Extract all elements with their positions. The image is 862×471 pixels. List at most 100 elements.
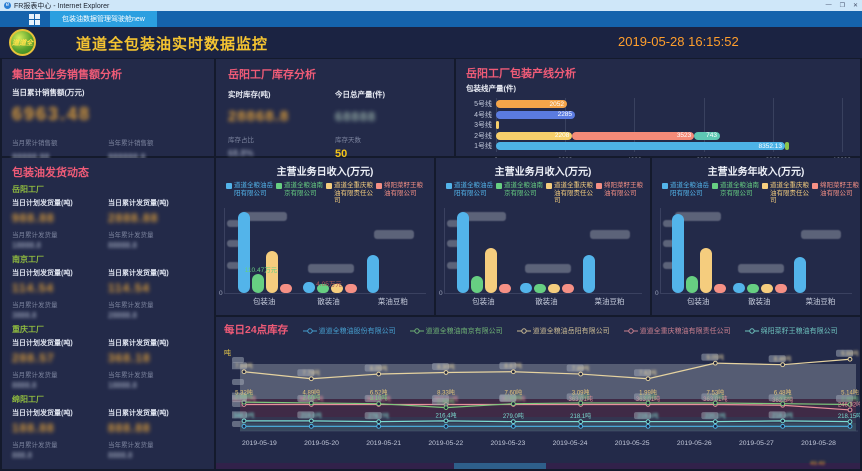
- legend-item[interactable]: 道道全重庆粮油有限责任公司: [623, 324, 731, 337]
- svg-text:2.60吨: 2.60吨: [639, 393, 657, 401]
- sales-main-value: 6963.48: [12, 104, 92, 124]
- legend-label: 道道全粮油南京有限公司: [425, 327, 503, 335]
- today-output-label: 今日总产量(件): [335, 90, 385, 99]
- svg-text:7.53吨: 7.53吨: [706, 388, 724, 396]
- bar-segment: 743: [694, 131, 720, 140]
- month-total-label: 当月累计发货量: [12, 372, 58, 379]
- day-total-value: 114.54: [108, 281, 151, 295]
- stock-days-link[interactable]: 50: [335, 148, 348, 160]
- income-bar: [366, 254, 379, 293]
- legend-item[interactable]: 道道全粮油南京有限公司: [496, 182, 546, 205]
- income-day-plot: 0 110.47万元 4.05万元: [219, 207, 426, 297]
- svg-text:7.89吨: 7.89吨: [572, 365, 590, 373]
- income-month-plot: 0: [439, 207, 642, 297]
- panel-income-month: 主营业务月收入(万元) 道道全粮油岳阳有限公司 道道全粮油南京有限公司 道道全重…: [436, 158, 650, 315]
- income-bar: [344, 283, 357, 293]
- x-date-label: 2019-05-26: [676, 440, 712, 447]
- grid-menu-icon[interactable]: [29, 14, 40, 25]
- panel-production-lines: 岳阳工厂包装产线分析 包装线产量(件) 02000400060008000100…: [456, 59, 860, 164]
- x-date-label: 2019-05-27: [739, 440, 774, 447]
- factory-name: 南京工厂: [12, 255, 44, 264]
- svg-text:4.89吨: 4.89吨: [302, 388, 320, 396]
- legend-swatch-icon: [712, 183, 718, 189]
- x-category-label: 散装油: [535, 296, 558, 306]
- panel-daily-inventory: 每日24点库存 道道全粮油股份有限公司 道道全粮油南京有限公司 道道全粮油岳阳有…: [216, 317, 860, 469]
- window-title: FR报表中心 - Internet Explorer: [14, 2, 110, 10]
- gridline: [565, 98, 567, 152]
- year-total-label: 当年累计发货量: [108, 302, 154, 309]
- legend-swatch-icon: [812, 183, 818, 189]
- x-date-label: 2019-05-28: [801, 440, 836, 447]
- legend-item[interactable]: 道道全粮油南京有限公司: [409, 324, 503, 337]
- day-total-label: 当日累计发货量(吨): [108, 200, 169, 207]
- shipping-panel-title: 包装油发货动态: [12, 167, 89, 179]
- income-bar: [485, 247, 498, 293]
- svg-text:2.80吨: 2.80吨: [504, 394, 522, 402]
- close-button[interactable]: ✕: [852, 3, 858, 9]
- x-category-label: 菜油豆粕: [805, 296, 836, 306]
- day-total-value: 2888.88: [108, 211, 159, 225]
- sales-month-label: 当月累计销售额: [12, 140, 58, 147]
- x-date-label: 2019-05-23: [490, 440, 526, 447]
- legend-item[interactable]: 道道全粮油南京有限公司: [712, 182, 762, 205]
- x-category-label: 包装油: [472, 296, 495, 306]
- legend-item[interactable]: 道道全粮油岳阳有限公司: [226, 182, 276, 205]
- legend-item[interactable]: 道道全粮油岳阳有限公司: [516, 324, 610, 337]
- factory-block-重庆工厂: 重庆工厂 当日计划发货量(吨) 288.57 当月累计发货量 8888.8 当日…: [12, 324, 204, 390]
- svg-text:2.80吨: 2.80吨: [774, 394, 792, 402]
- bar-segment: [496, 121, 499, 129]
- tab-dashboard[interactable]: 包装油数据管理驾驶舱new: [50, 11, 157, 27]
- legend-item[interactable]: 绵阳菜籽王粮油有限公司: [596, 182, 646, 205]
- svg-text:6.52吨: 6.52吨: [370, 388, 388, 396]
- legend-item[interactable]: 绵阳菜籽王粮油有限公司: [376, 182, 426, 205]
- legend-item[interactable]: 道道全粮油股份有限公司: [302, 324, 396, 337]
- panel-income-year: 主营业务年收入(万元) 道道全粮油岳阳有限公司 道道全粮油南京有限公司 道道全重…: [652, 158, 860, 315]
- sales-year-label: 当年累计销售额: [108, 140, 154, 147]
- line-chart-legend: 道道全粮油股份有限公司 道道全粮油南京有限公司 道道全粮油岳阳有限公司 道道全重…: [302, 324, 838, 337]
- legend-item[interactable]: 绵阳菜籽王粮油有限公司: [744, 324, 838, 337]
- svg-text:363.01吨: 363.01吨: [299, 395, 323, 403]
- bottom-strip-number: 49.49: [810, 461, 826, 467]
- svg-text:2.90吨: 2.90吨: [841, 395, 859, 403]
- month-total-label: 当月累计发货量: [12, 232, 58, 239]
- sales-year-value: 888888.8: [108, 152, 146, 162]
- year-total-label: 当年累计发货量: [108, 232, 154, 239]
- year-total-value: 18888.8: [108, 381, 137, 390]
- legend-item[interactable]: 道道全粮油岳阳有限公司: [446, 182, 496, 205]
- income-bar: [280, 283, 293, 293]
- legend-item[interactable]: 绵阳菜籽王粮油有限公司: [812, 182, 862, 205]
- maximize-button[interactable]: ❐: [839, 3, 845, 9]
- legend-item[interactable]: 道道全重庆粮油有限责任公司: [546, 182, 596, 205]
- y-category-label: 4号线: [474, 111, 492, 119]
- month-total-value: 8888.8: [12, 381, 37, 390]
- income-bar: [238, 211, 251, 293]
- x-date-label: 2019-05-19: [242, 440, 277, 447]
- brand-logo: 道道全: [9, 29, 36, 56]
- legend-item[interactable]: 道道全粮油岳阳有限公司: [662, 182, 712, 205]
- minimize-button[interactable]: —: [825, 2, 832, 8]
- y-zero-label: 0: [439, 289, 443, 297]
- svg-text:8.30吨: 8.30吨: [437, 363, 455, 371]
- legend-item[interactable]: 道道全重庆粮油有限责任公司: [326, 182, 376, 205]
- day-total-value: 888.88: [108, 421, 151, 435]
- income-bar: [266, 250, 279, 293]
- svg-text:5.14吨: 5.14吨: [841, 388, 859, 396]
- year-total-value: 88888.8: [108, 241, 137, 250]
- legend-swatch-icon: [276, 183, 282, 189]
- income-year-plot: 0: [655, 207, 852, 297]
- x-category-label: 菜油豆粕: [594, 296, 625, 306]
- month-total-value: 3888.8: [12, 311, 37, 320]
- legend-line-icon: [409, 327, 424, 334]
- gridline: [842, 98, 843, 152]
- gridline: [634, 98, 636, 152]
- income-bar: [457, 211, 470, 293]
- svg-text:216.4吨: 216.4吨: [435, 411, 456, 419]
- gridline: [703, 98, 705, 152]
- svg-text:218.15吨: 218.15吨: [838, 412, 860, 420]
- legend-item[interactable]: 道道全重庆粮油有限责任公司: [762, 182, 812, 205]
- legend-label: 道道全粮油岳阳有限公司: [670, 182, 709, 197]
- factory-name: 重庆工厂: [12, 325, 44, 334]
- svg-text:6.48吨: 6.48吨: [774, 388, 792, 396]
- legend-item[interactable]: 道道全粮油南京有限公司: [276, 182, 326, 205]
